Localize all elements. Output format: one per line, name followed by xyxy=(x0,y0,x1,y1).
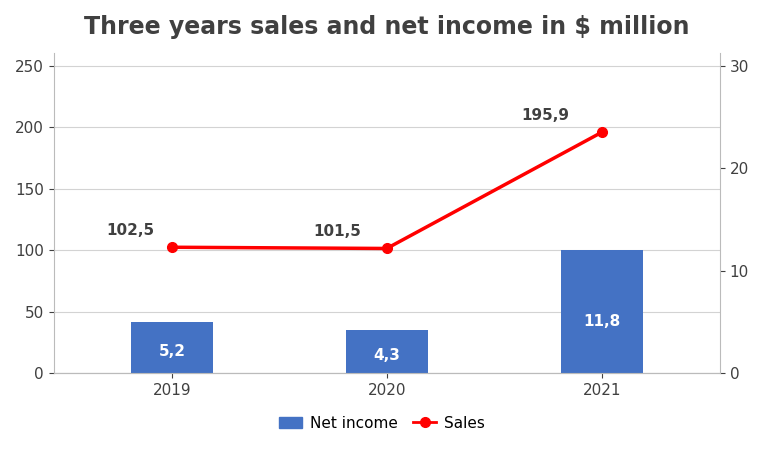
Title: Three years sales and net income in $ million: Three years sales and net income in $ mi… xyxy=(84,15,689,39)
Bar xyxy=(346,330,428,374)
Bar xyxy=(561,250,643,374)
Legend: Net income, Sales: Net income, Sales xyxy=(274,409,490,437)
Bar xyxy=(131,321,212,374)
Text: 101,5: 101,5 xyxy=(313,224,361,239)
Text: 4,3: 4,3 xyxy=(374,348,400,363)
Text: 195,9: 195,9 xyxy=(522,108,569,123)
Text: 102,5: 102,5 xyxy=(106,223,154,238)
Text: 11,8: 11,8 xyxy=(583,314,620,329)
Text: 5,2: 5,2 xyxy=(158,344,186,359)
